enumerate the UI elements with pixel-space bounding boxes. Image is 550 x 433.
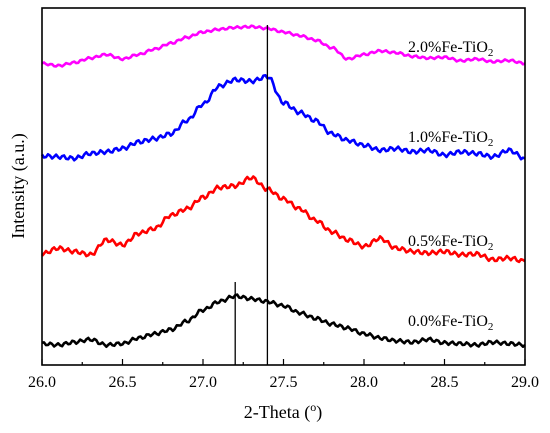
y-axis-title: Intensity (a.u.) — [8, 133, 29, 238]
series-labels: 2.0%Fe-TiO2 1.0%Fe-TiO2 0.5%Fe-TiO2 0.0%Fe-… — [408, 39, 493, 333]
x-tick-label: 29.0 — [511, 374, 539, 391]
series-label: 1.0%Fe-TiO2 — [408, 129, 493, 149]
series-label: 0.0%Fe-TiO2 — [408, 313, 493, 333]
x-tick-label: 26.5 — [109, 374, 137, 391]
x-axis: 26.0 26.5 27.0 27.5 28.0 28.5 29.0 — [28, 359, 539, 391]
plot-area — [40, 24, 526, 348]
series-line — [41, 293, 526, 348]
series-line — [41, 175, 526, 264]
series-line — [41, 24, 526, 68]
x-tick-label: 27.5 — [270, 374, 298, 391]
series-label: 2.0%Fe-TiO2 — [408, 39, 493, 59]
series-label: 0.5%Fe-TiO2 — [408, 233, 493, 253]
reference-lines — [234, 25, 269, 365]
x-tick-label: 28.5 — [431, 374, 459, 391]
x-tick-label: 27.0 — [189, 374, 217, 391]
x-axis-title: 2-Theta (o) — [244, 400, 322, 423]
plot-frame — [41, 7, 526, 366]
x-tick-label: 28.0 — [350, 374, 378, 391]
x-tick-label: 26.0 — [28, 374, 56, 391]
series-line — [40, 74, 526, 162]
